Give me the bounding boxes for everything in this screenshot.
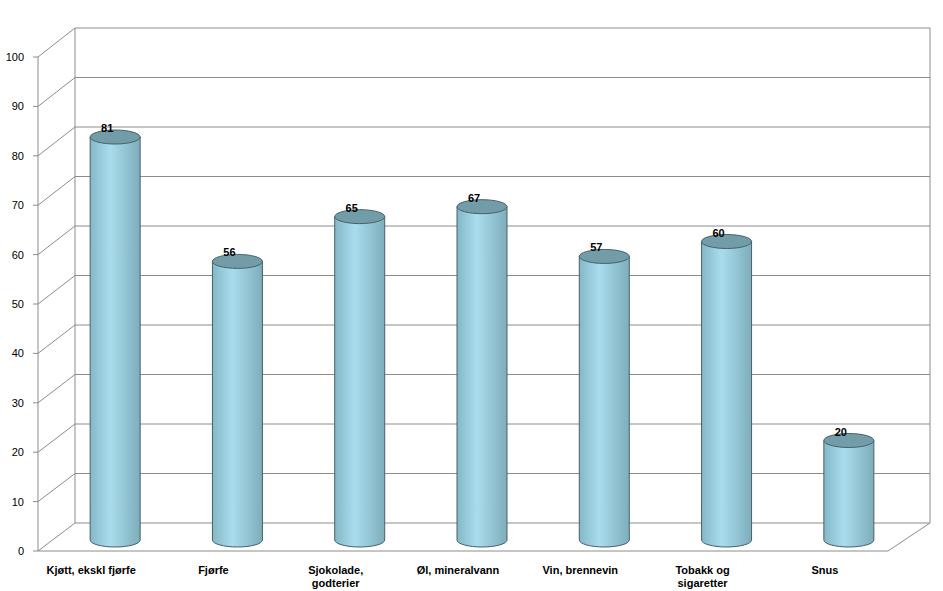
- bar-top: [824, 434, 874, 448]
- bar-top: [335, 210, 385, 224]
- x-tick-label-line: sigaretter: [678, 577, 729, 589]
- labels: 81 Kjøtt, ekskl fjørfe 56 Fjørfe 65 Sjokolade…: [47, 122, 847, 589]
- tick-mark: [33, 402, 38, 403]
- tick-mark: [33, 57, 38, 58]
- side-grid-line: [38, 127, 75, 156]
- x-tick-label: Fjørfe: [198, 564, 229, 576]
- bar-body: [457, 207, 507, 547]
- y-tick-label: 80: [12, 150, 24, 162]
- x-tick-label-line: Vin, brennevin: [542, 564, 618, 576]
- tick-mark: [33, 304, 38, 305]
- bar: [90, 130, 140, 547]
- grid: [33, 28, 930, 551]
- grid-line: [75, 127, 930, 128]
- bar-top: [702, 235, 752, 249]
- side-grid-line: [38, 276, 75, 305]
- x-tick-label-line: Sjokolade,: [308, 564, 363, 576]
- bar-body: [212, 261, 262, 547]
- x-tick-label-line: Kjøtt, ekskl fjørfe: [47, 564, 136, 576]
- grid-line: [75, 176, 930, 177]
- bar: [824, 434, 874, 548]
- side-grid-line: [38, 28, 75, 57]
- bar-top: [579, 249, 629, 263]
- side-grid-line: [38, 177, 75, 206]
- bar-body: [335, 217, 385, 547]
- side-grid-line: [38, 78, 75, 107]
- floor-right: [888, 523, 930, 551]
- tick-mark: [33, 254, 38, 255]
- bar: [579, 249, 629, 547]
- y-tick-label: 30: [12, 397, 24, 409]
- x-tick-label: Vin, brennevin: [542, 564, 618, 576]
- data-label: 67: [468, 192, 480, 204]
- bar-body: [824, 441, 874, 548]
- grid-line: [75, 77, 930, 78]
- tick-mark: [33, 551, 38, 552]
- bar-body: [90, 137, 140, 547]
- x-tick-label-line: Fjørfe: [198, 564, 229, 576]
- y-tick-label: 100: [6, 51, 24, 63]
- bar-top: [212, 254, 262, 268]
- bar: [335, 210, 385, 547]
- data-label: 56: [223, 246, 235, 258]
- side-grid-line: [38, 226, 75, 255]
- data-label: 60: [712, 227, 724, 239]
- bar: [212, 254, 262, 547]
- y-tick-label: 90: [12, 100, 24, 112]
- x-tick-label-line: Snus: [811, 564, 838, 576]
- side-grid-line: [38, 474, 75, 502]
- y-tick-label: 0: [18, 545, 24, 557]
- x-tick-label-line: Tobakk og: [675, 564, 729, 576]
- data-label: 57: [590, 241, 602, 253]
- tick-mark: [33, 452, 38, 453]
- y-tick-label: 10: [12, 496, 24, 508]
- x-tick-label-line: Øl, mineralvann: [417, 564, 500, 576]
- side-grid-line: [38, 375, 75, 403]
- bar-top: [90, 130, 140, 144]
- bar-body: [579, 256, 629, 547]
- x-tick-label: Snus: [811, 564, 838, 576]
- y-tick-label: 50: [12, 298, 24, 310]
- y-tick-label: 60: [12, 249, 24, 261]
- chart-svg: 0 10 20 30 40 50 60 70 80 90 100 81 Kjøtt, ekskl fjø…: [0, 0, 943, 591]
- x-tick-label: Tobakk ogsigaretter: [675, 564, 729, 589]
- tick-mark: [33, 353, 38, 354]
- side-grid-line: [38, 523, 75, 551]
- x-tick-label: Øl, mineralvann: [417, 564, 500, 576]
- y-tick-label: 40: [12, 347, 24, 359]
- floor-front: [38, 551, 888, 552]
- side-grid-line: [38, 325, 75, 353]
- x-tick-label: Sjokolade,godterier: [308, 564, 363, 589]
- side-grid-line: [38, 424, 75, 452]
- x-tick-label-line: godterier: [312, 577, 360, 589]
- y-tick-label: 70: [12, 199, 24, 211]
- tick-mark: [33, 501, 38, 502]
- bar: [702, 235, 752, 548]
- bar-body: [702, 242, 752, 548]
- x-tick-label: Kjøtt, ekskl fjørfe: [47, 564, 136, 576]
- grid-line: [75, 28, 930, 29]
- tick-mark: [33, 106, 38, 107]
- chart-container: 0 10 20 30 40 50 60 70 80 90 100 81 Kjøtt, ekskl fjø…: [0, 0, 943, 591]
- bars: [90, 130, 874, 547]
- y-tick-label: 20: [12, 446, 24, 458]
- bar-top: [457, 200, 507, 214]
- tick-mark: [33, 155, 38, 156]
- y-tick-labels: 0 10 20 30 40 50 60 70 80 90 100: [6, 51, 24, 557]
- data-label: 81: [101, 122, 113, 134]
- data-label: 65: [346, 202, 358, 214]
- data-label: 20: [835, 426, 847, 438]
- bar: [457, 200, 507, 547]
- tick-mark: [33, 205, 38, 206]
